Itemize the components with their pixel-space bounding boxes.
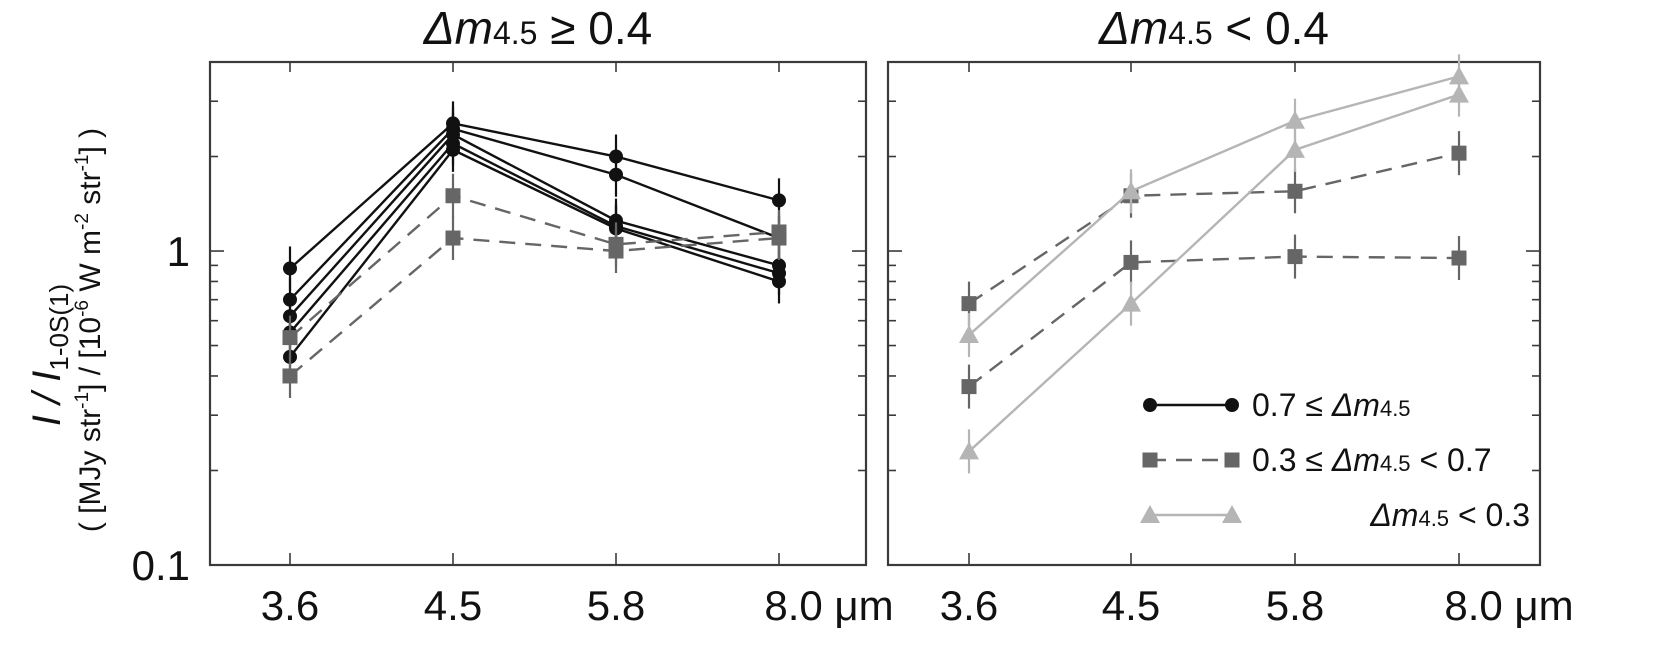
units-part: -2 [72, 213, 93, 230]
series-line [289, 194, 780, 339]
data-point-square [1287, 249, 1303, 265]
x-tick-label: 5.8 [1266, 582, 1324, 629]
data-point-square [961, 379, 977, 395]
series-line [968, 151, 1460, 305]
data-point-square [961, 296, 977, 312]
svg-text:I / I1-0S(1): I / I1-0S(1) [25, 284, 74, 426]
units-part: str [74, 171, 107, 213]
data-point-circle [772, 193, 786, 208]
panel-title: Δm4.5 ≥ 0.4 [423, 2, 652, 54]
units-part: -1 [72, 155, 93, 172]
legend-label: 0.3 ≤ Δm4.5 < 0.7 [1252, 442, 1492, 478]
series-line [289, 122, 780, 270]
units-part: -1 [72, 392, 93, 409]
data-point-triangle [1140, 505, 1160, 523]
data-point-square [1123, 254, 1139, 270]
x-tick-label: 5.8 [587, 582, 645, 629]
y-axis-label-sub: 1-0S(1) [44, 284, 74, 371]
units-part: ( [MJy str [74, 409, 107, 532]
units-part: W m [74, 230, 107, 300]
x-tick-label: 8.0 μm [764, 582, 893, 629]
data-point-triangle [1285, 139, 1305, 158]
data-point-circle [1225, 398, 1239, 412]
legend: 0.7 ≤ Δm4.5 0.3 ≤ Δm4.5 < 0.7 Δm4.5 < 0.3 [1140, 387, 1530, 533]
data-point-circle [446, 142, 460, 157]
plot-frame [886, 60, 1542, 567]
series-line [289, 142, 780, 334]
data-point-square [282, 330, 298, 346]
legend-label: Δm4.5 < 0.3 [1369, 497, 1530, 533]
data-point-triangle [1449, 84, 1469, 103]
x-tick-label: 3.6 [940, 582, 998, 629]
series-line [968, 255, 1460, 388]
series-line [968, 93, 1460, 453]
y-axis-label: I / I1-0S(1) [25, 284, 74, 426]
data-point-triangle [1121, 181, 1141, 200]
x-tick-label: 3.6 [261, 582, 319, 629]
units-part: -6 [72, 300, 93, 317]
svg-text:( [MJy str-1] / [10-6 W m-2 st: ( [MJy str-1] / [10-6 W m-2 str-1] ) [72, 128, 107, 532]
series-line [289, 148, 780, 358]
data-point-square [282, 368, 298, 384]
series-line [968, 75, 1460, 336]
units-part: ] / [10 [74, 317, 107, 392]
series-line [289, 236, 780, 377]
data-point-square [1451, 250, 1467, 266]
series-line [289, 127, 780, 301]
data-point-triangle [959, 325, 979, 344]
panel-left: 3.6 4.5 5.8 8.0 μm 0.1 1 Δm4.5 ≥ 0.4 [132, 2, 894, 629]
y-tick-label: 1 [167, 228, 190, 275]
series-line [289, 133, 780, 318]
panel-title: Δm4.5 < 0.4 [1098, 2, 1329, 54]
plot-frame [208, 60, 868, 567]
data-point-circle [283, 261, 297, 276]
x-tick-label: 4.5 [1102, 582, 1160, 629]
data-point-circle [772, 274, 786, 289]
data-point-triangle [959, 441, 979, 460]
data-point-triangle [1222, 505, 1242, 523]
legend-label: 0.7 ≤ Δm4.5 [1252, 387, 1411, 423]
data-point-square [1142, 452, 1158, 468]
data-point-triangle [1285, 110, 1305, 129]
data-point-square [1287, 183, 1303, 199]
y-axis-units-label: ( [MJy str-1] / [10-6 W m-2 str-1] ) [72, 128, 107, 532]
x-tick-label: 4.5 [424, 582, 482, 629]
y-tick-label: 0.1 [132, 542, 190, 589]
data-point-circle [1143, 398, 1157, 412]
data-point-square [771, 230, 787, 246]
panel-right: 3.6 4.5 5.8 8.0 μm Δm4.5 < 0.4 [886, 2, 1574, 629]
data-point-circle [609, 167, 623, 182]
y-axis-label-main: I / I [25, 371, 69, 427]
data-point-square [1451, 145, 1467, 161]
data-point-square [445, 188, 461, 204]
data-point-square [1224, 452, 1240, 468]
x-tick-label: 8.0 μm [1444, 582, 1573, 629]
data-point-square [608, 243, 624, 259]
data-point-square [445, 230, 461, 246]
data-point-triangle [1121, 293, 1141, 312]
units-part: ] ) [74, 128, 107, 155]
